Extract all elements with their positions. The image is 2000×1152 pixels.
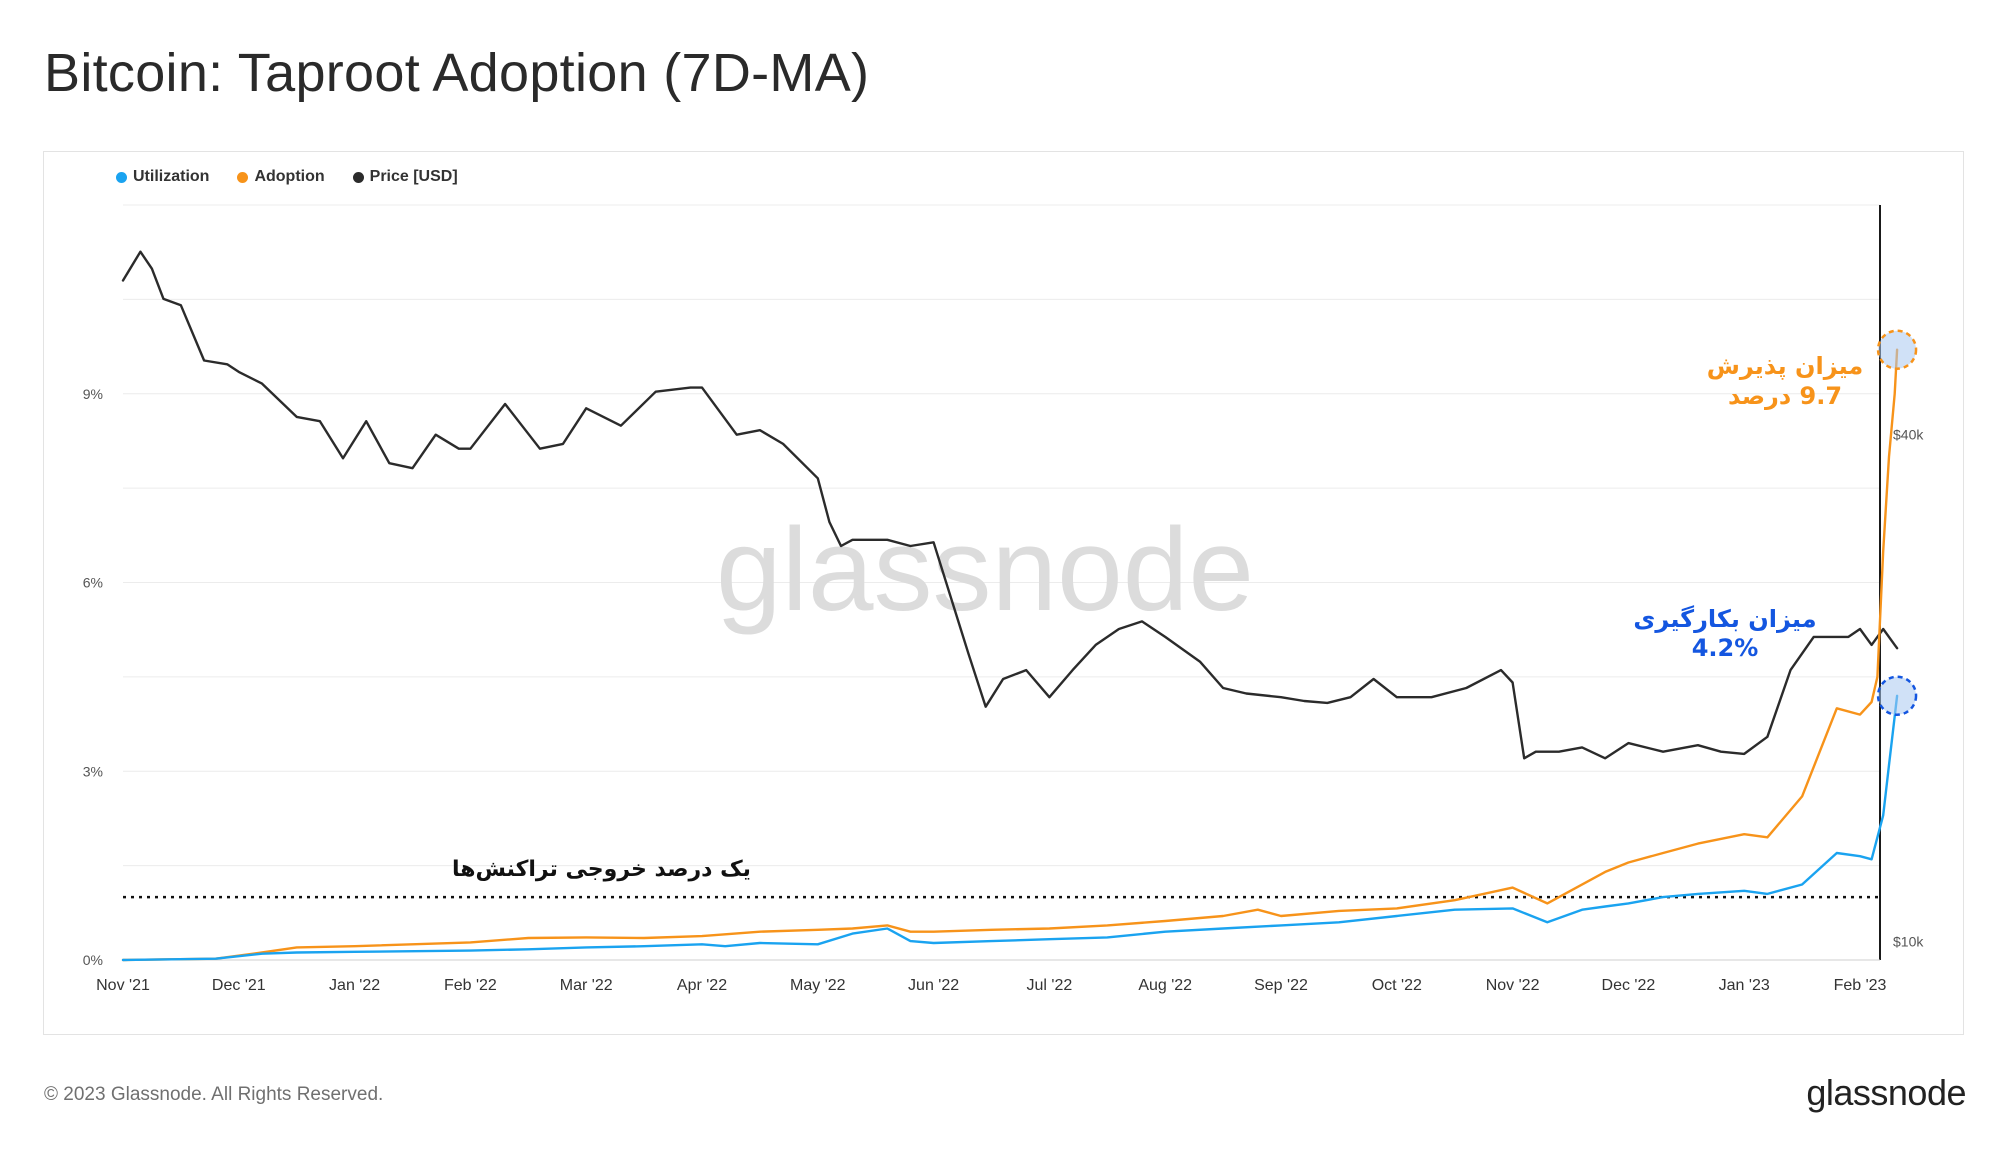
x-tick-label: Sep '22 [1254, 977, 1308, 994]
adoption-endpoint-marker [1876, 329, 1918, 370]
legend-dot-adoption-icon [237, 171, 249, 183]
legend-item-price[interactable]: Price [USD] [352, 168, 458, 186]
utilization-annotation-value: 4.2% [1692, 634, 1759, 662]
x-tick-label: Apr '22 [677, 977, 727, 994]
legend-dot-price-icon [352, 171, 364, 183]
x-tick-label: Aug '22 [1138, 977, 1192, 994]
x-tick-label: Nov '21 [96, 977, 150, 994]
legend-label-utilization: Utilization [133, 168, 210, 185]
x-tick-label: Jan '23 [1719, 977, 1770, 994]
x-tick-label: Feb '22 [444, 977, 497, 994]
adoption-annotation-value: 9.7 درصد [1728, 382, 1842, 410]
x-tick-label: Dec '21 [212, 977, 266, 994]
y-left-tick-label: 3% [83, 763, 103, 779]
reference-line-label: یک درصد خروجی تراکنش‌ها [452, 857, 751, 882]
x-tick-label: Feb '23 [1834, 977, 1887, 994]
x-tick-label: Nov '22 [1486, 977, 1540, 994]
x-tick-label: Oct '22 [1372, 977, 1422, 994]
legend-item-utilization[interactable]: Utilization [116, 168, 209, 186]
x-tick-label: Jan '22 [329, 977, 380, 994]
chart-frame [43, 151, 1964, 1035]
adoption-series-line [121, 348, 1899, 962]
footer-logo: glassnode [1806, 1072, 1966, 1113]
watermark-text: glassnode [716, 504, 1254, 636]
chart-legend: Utilization Adoption Price [USD] [116, 168, 458, 186]
x-tick-label: Jun '22 [908, 977, 959, 994]
legend-label-price: Price [USD] [369, 168, 458, 185]
y-right-tick-label: $10k [1893, 933, 1924, 949]
utilization-annotation-title: میزان بکارگیری [1633, 605, 1816, 633]
x-tick-label: Jul '22 [1027, 977, 1073, 994]
price-series-line [121, 250, 1899, 760]
utilization-endpoint-marker [1876, 675, 1918, 716]
y-right-tick-label: $40k [1893, 427, 1924, 443]
y-left-tick-label: 6% [83, 575, 103, 591]
x-tick-label: Dec '22 [1602, 977, 1656, 994]
utilization-series-line [121, 694, 1899, 962]
y-left-tick-label: 0% [83, 952, 103, 968]
legend-dot-utilization-icon [116, 171, 127, 183]
y-left-tick-label: 9% [83, 386, 103, 402]
chart-title: Bitcoin: Taproot Adoption (7D-MA) [44, 43, 870, 103]
legend-item-adoption[interactable]: Adoption [237, 168, 325, 186]
adoption-annotation-title: میزان پذیرش [1707, 352, 1864, 380]
x-tick-label: Mar '22 [560, 977, 613, 994]
x-tick-label: May '22 [790, 977, 846, 994]
legend-label-adoption: Adoption [254, 168, 325, 185]
footer-copyright: © 2023 Glassnode. All Rights Reserved. [44, 1084, 384, 1105]
